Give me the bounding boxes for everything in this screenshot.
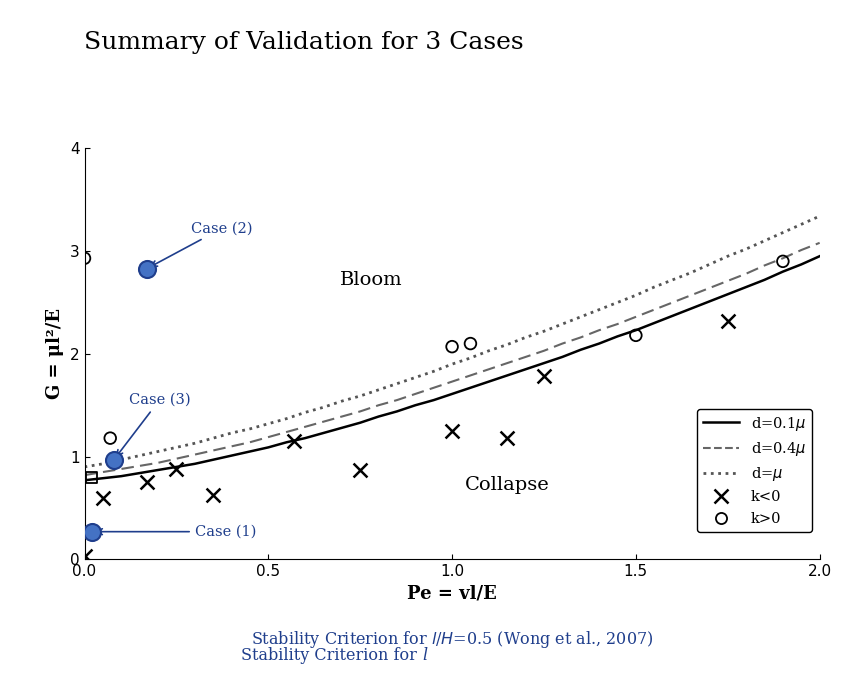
Point: [140, 263, 154, 274]
Point: [85, 526, 99, 537]
Point: [287, 436, 300, 447]
Text: Case (1): Case (1): [96, 524, 256, 539]
Text: Stability Criterion for: Stability Criterion for: [241, 647, 422, 664]
Text: Case (3): Case (3): [116, 393, 190, 456]
Text: Case (2): Case (2): [151, 222, 252, 266]
Text: l: l: [422, 647, 427, 664]
Point: [537, 371, 550, 382]
Point: [78, 253, 91, 264]
Text: Summary of Validation for 3 Cases: Summary of Validation for 3 Cases: [84, 31, 523, 54]
Point: [353, 464, 366, 475]
Y-axis label: G = μl²/E: G = μl²/E: [46, 308, 64, 400]
Legend: d=0.1$\mu$, d=0.4$\mu$, d=$\mu$, k<0, k>0: d=0.1$\mu$, d=0.4$\mu$, d=$\mu$, k<0, k>…: [696, 408, 811, 532]
Point: [103, 433, 116, 443]
Point: [78, 551, 91, 561]
Point: [445, 425, 458, 436]
Text: Bloom: Bloom: [339, 271, 402, 289]
Point: [96, 492, 110, 503]
Point: [107, 454, 121, 465]
Point: [628, 330, 642, 341]
Point: [500, 433, 513, 443]
Point: [775, 256, 788, 267]
Point: [140, 477, 154, 488]
X-axis label: Pe = vl/E: Pe = vl/E: [407, 585, 496, 603]
Text: Collapse: Collapse: [464, 477, 549, 495]
Point: [463, 338, 477, 349]
Point: [170, 464, 183, 474]
Point: [445, 341, 458, 352]
Point: [206, 489, 219, 500]
Text: Stability Criterion for $l$/$H$=0.5 (Wong et al., 2007): Stability Criterion for $l$/$H$=0.5 (Won…: [251, 630, 652, 650]
Point: [85, 472, 99, 483]
Point: [720, 315, 733, 326]
